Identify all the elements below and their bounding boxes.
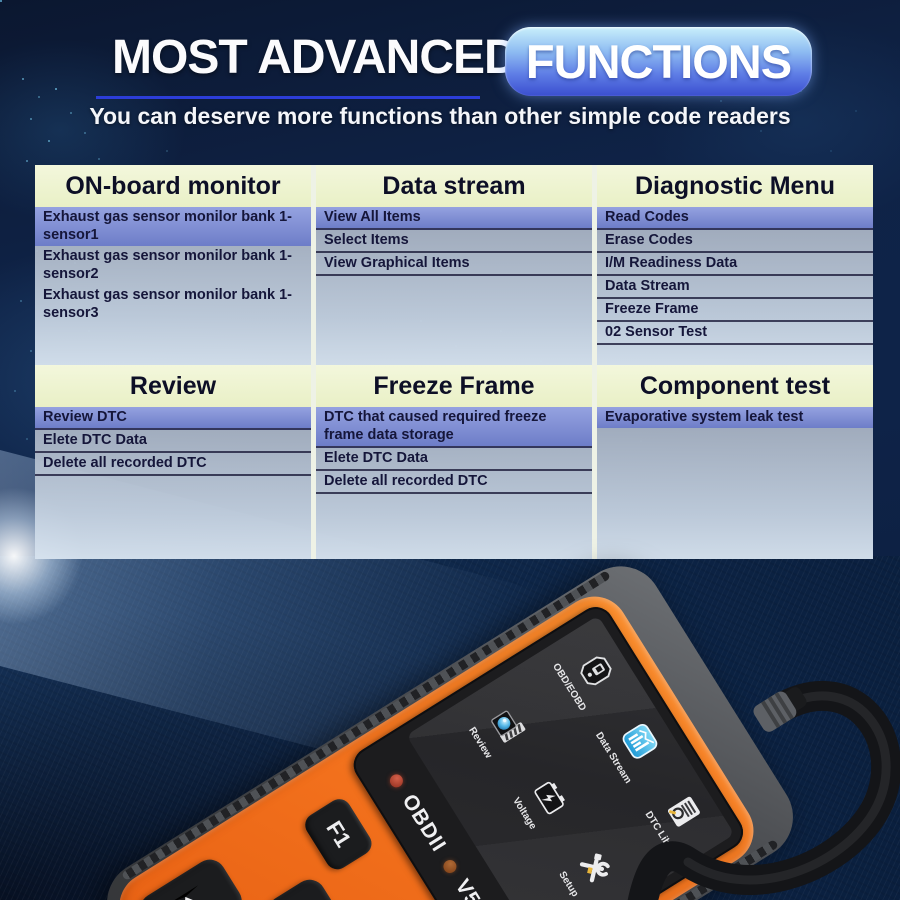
menu-item: Exhaust gas sensor monilor bank 1-sensor… bbox=[43, 248, 292, 282]
title-underline bbox=[96, 96, 480, 99]
section-component-test: Component test Evaporative system leak t… bbox=[597, 365, 873, 559]
setup-icon bbox=[567, 844, 618, 894]
section-title: Review bbox=[35, 365, 311, 407]
menu-item: DTC that caused required freeze frame da… bbox=[316, 407, 592, 448]
page-title: MOST ADVANCED bbox=[112, 31, 519, 84]
red-led bbox=[388, 771, 406, 790]
section-items: Evaporative system leak test bbox=[597, 407, 873, 559]
menu-item: Exhaust gas sensor monilor bank 1-sensor… bbox=[43, 287, 292, 321]
section-onboard-monitor: ON-board monitor Exhaust gas sensor moni… bbox=[35, 165, 311, 365]
menu-item: View Graphical Items bbox=[316, 253, 592, 276]
model-label: OBDII bbox=[397, 790, 451, 857]
section-freeze-frame: Freeze Frame DTC that caused required fr… bbox=[316, 365, 592, 559]
section-items: Review DTC Elete DTC Data Delete all rec… bbox=[35, 407, 311, 559]
voltage-icon bbox=[523, 774, 574, 824]
screen-menu-item: OBD/EOBD bbox=[504, 628, 632, 749]
particle-dots-center bbox=[0, 0, 2, 2]
screen-menu-item: Setup bbox=[503, 825, 631, 900]
review-icon bbox=[479, 703, 530, 753]
section-title: ON-board monitor bbox=[35, 165, 311, 207]
section-title: Data stream bbox=[316, 165, 592, 207]
section-diagnostic-menu: Diagnostic Menu Read Codes Erase Codes I… bbox=[597, 165, 873, 365]
section-items: View All Items Select Items View Graphic… bbox=[316, 207, 592, 365]
left-arrow-icon bbox=[169, 884, 213, 900]
menu-item: Erase Codes bbox=[597, 230, 873, 253]
menu-item: Delete all recorded DTC bbox=[35, 453, 311, 476]
obd-eobd-icon bbox=[568, 647, 619, 697]
screen-menu-item: Review bbox=[415, 684, 543, 805]
menu-item: Exhaust gas sensor monilor bank 1-sensor… bbox=[35, 207, 311, 246]
section-data-stream: Data stream View All Items Select Items … bbox=[316, 165, 592, 365]
feature-table: ON-board monitor Exhaust gas sensor moni… bbox=[35, 165, 873, 559]
menu-item: Elete DTC Data bbox=[316, 448, 592, 471]
menu-item: Elete DTC Data bbox=[35, 430, 311, 453]
menu-item: Read Codes bbox=[597, 207, 873, 230]
column-divider bbox=[592, 165, 597, 559]
section-title: Component test bbox=[597, 365, 873, 407]
menu-item: I/M Readiness Data bbox=[597, 253, 873, 276]
f1-button: F1 bbox=[300, 794, 377, 874]
menu-item: View All Items bbox=[316, 207, 592, 230]
up-button bbox=[262, 873, 379, 900]
particle-dots-left bbox=[0, 0, 2, 2]
column-divider bbox=[311, 165, 316, 559]
menu-item: Evaporative system leak test bbox=[597, 407, 873, 428]
section-items: DTC that caused required freeze frame da… bbox=[316, 407, 592, 559]
model-label: V519 bbox=[450, 875, 499, 900]
amber-led bbox=[441, 856, 460, 875]
functions-badge: FUNCTIONS bbox=[505, 27, 812, 96]
section-title: Freeze Frame bbox=[316, 365, 592, 407]
section-review: Review Review DTC Elete DTC Data Delete … bbox=[35, 365, 311, 559]
section-items: Read Codes Erase Codes I/M Readiness Dat… bbox=[597, 207, 873, 365]
menu-item: Delete all recorded DTC bbox=[316, 471, 592, 494]
subtitle: You can deserve more functions than othe… bbox=[89, 103, 791, 129]
menu-item: 02 Sensor Test bbox=[597, 322, 873, 345]
menu-item: Select Items bbox=[316, 230, 592, 253]
section-items: Exhaust gas sensor monilor bank 1-sensor… bbox=[35, 207, 311, 365]
menu-item: Review DTC bbox=[35, 407, 311, 430]
section-title: Diagnostic Menu bbox=[597, 165, 873, 207]
menu-item: Freeze Frame bbox=[597, 299, 873, 322]
screen-menu-item: Voltage bbox=[459, 754, 587, 875]
menu-item: Data Stream bbox=[597, 276, 873, 299]
